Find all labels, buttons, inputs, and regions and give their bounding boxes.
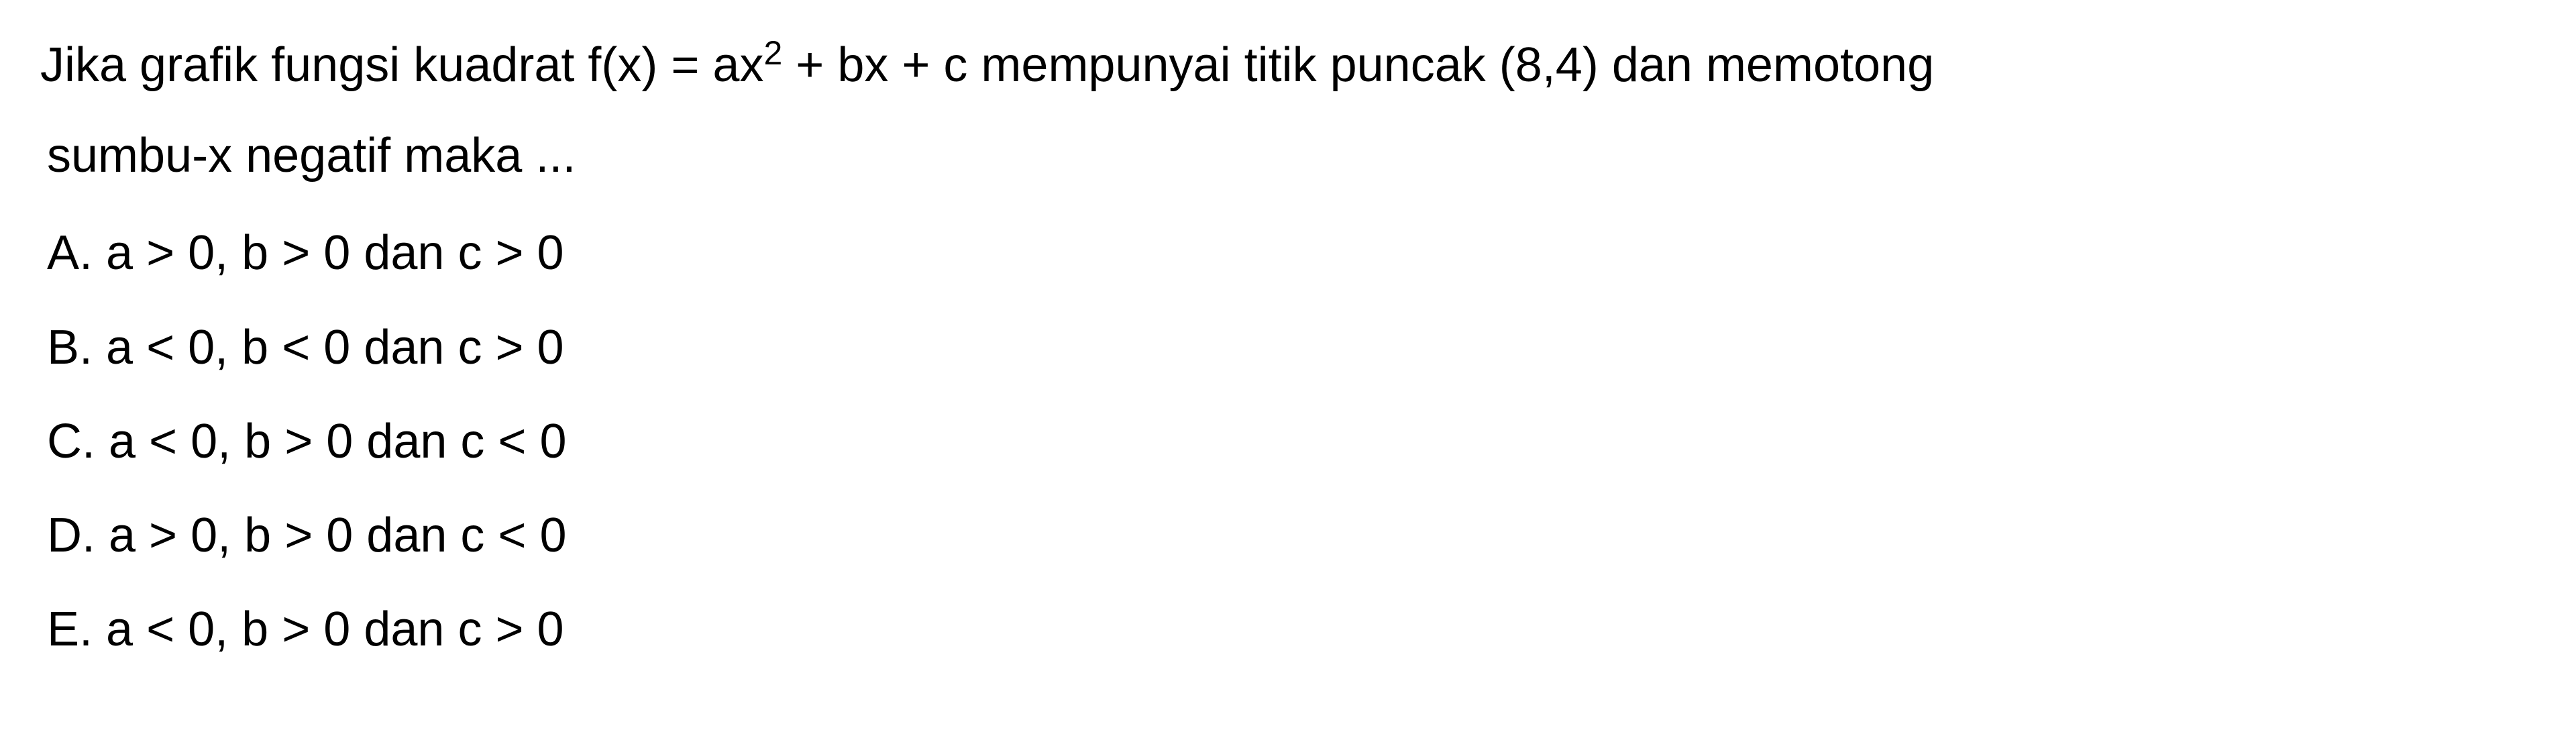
question-line-1: Jika grafik fungsi kuadrat f(x) = ax2 + … (40, 27, 2536, 104)
question-line-2: sumbu-x negatif maka ... (40, 117, 2536, 195)
option-e: E. a < 0, b > 0 dan c > 0 (40, 591, 2536, 668)
superscript-2: 2 (763, 34, 782, 72)
option-d: D. a > 0, b > 0 dan c < 0 (40, 497, 2536, 574)
question-text-part2: + bx + c mempunyai titik puncak (8,4) da… (782, 38, 1934, 92)
option-c: C. a < 0, b > 0 dan c < 0 (40, 403, 2536, 480)
option-b: B. a < 0, b < 0 dan c > 0 (40, 309, 2536, 386)
question-text-part1: Jika grafik fungsi kuadrat f(x) = ax (40, 38, 763, 92)
option-a: A. a > 0, b > 0 dan c > 0 (40, 215, 2536, 292)
